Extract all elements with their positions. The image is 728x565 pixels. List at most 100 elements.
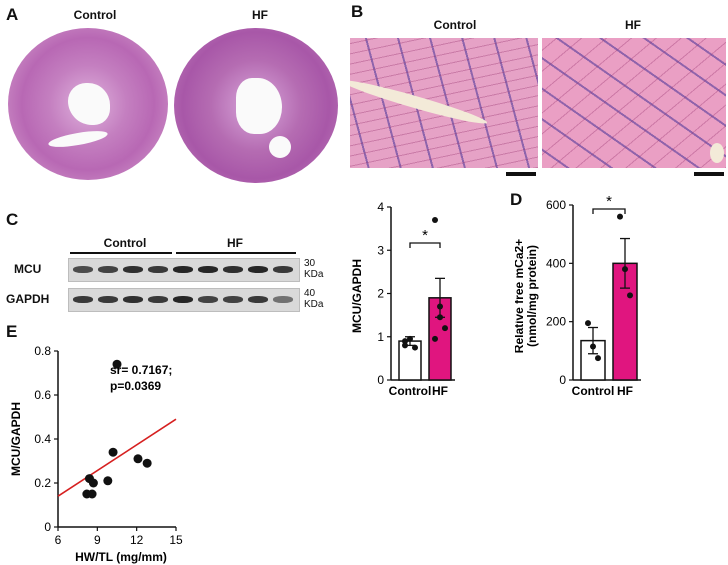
blot-band bbox=[98, 266, 118, 273]
y-tick-label: 2 bbox=[377, 287, 384, 301]
data-point bbox=[585, 320, 591, 327]
blot-band bbox=[173, 296, 193, 303]
blot-band bbox=[73, 266, 93, 273]
blot-bracket-control bbox=[70, 252, 172, 254]
data-point bbox=[407, 335, 413, 342]
blot-band bbox=[223, 266, 243, 273]
blot-band bbox=[248, 296, 268, 303]
data-point bbox=[622, 266, 628, 273]
kda-mcu-unit: KDa bbox=[304, 269, 324, 280]
blot-band bbox=[123, 296, 143, 303]
x-axis-title: HW/TL (mg/mm) bbox=[75, 550, 167, 564]
data-point bbox=[590, 343, 596, 350]
data-point bbox=[627, 292, 633, 299]
significance-star: * bbox=[422, 227, 428, 244]
blot-band bbox=[98, 296, 118, 303]
kda-gapdh-unit: KDa bbox=[304, 299, 324, 310]
blot-label-mcu: MCU bbox=[14, 262, 42, 276]
y-tick-label: 0 bbox=[44, 520, 51, 534]
significance-bracket bbox=[409, 242, 441, 248]
x-tick-label: Control bbox=[572, 384, 615, 398]
histology-control bbox=[350, 38, 538, 168]
blot-strip-gapdh bbox=[68, 288, 300, 312]
lumen-hf-tail bbox=[269, 136, 291, 158]
kda-mcu: 30 KDa bbox=[304, 258, 323, 280]
data-point bbox=[437, 303, 443, 310]
data-point bbox=[103, 476, 113, 486]
blot-band bbox=[273, 296, 293, 303]
significance-star: * bbox=[606, 195, 612, 210]
panel-letter-d: D bbox=[510, 190, 523, 209]
y-tick-label: 3 bbox=[377, 243, 384, 257]
panel-a-label-hf: HF bbox=[252, 8, 268, 22]
x-tick-label: HF bbox=[617, 384, 633, 398]
blot-group-control: Control bbox=[103, 236, 147, 250]
blot-band bbox=[198, 296, 218, 303]
y-tick-label: 600 bbox=[546, 198, 566, 212]
data-point bbox=[412, 344, 418, 351]
panel-b-label-hf: HF bbox=[625, 18, 641, 32]
panel-letter-e: E bbox=[6, 322, 18, 341]
lumen-control-tail bbox=[47, 127, 109, 151]
data-point bbox=[402, 342, 408, 349]
lumen-hf bbox=[236, 78, 282, 134]
histology-control-gap bbox=[350, 75, 489, 129]
x-tick-label: Control bbox=[389, 384, 432, 398]
blot-band bbox=[123, 266, 143, 273]
blot-band bbox=[173, 266, 193, 273]
data-point bbox=[133, 454, 143, 464]
panel-letter-a: A bbox=[6, 5, 19, 24]
kda-mcu-value: 30 bbox=[304, 258, 316, 269]
x-tick-label: 9 bbox=[94, 533, 101, 547]
x-tick-label: 15 bbox=[169, 533, 183, 547]
mcu-bar-chart: 0 1 2 3 4 Control HF * MCU/GAPDH bbox=[350, 200, 455, 398]
y-tick-label: 400 bbox=[546, 256, 566, 270]
y-tick-label: 4 bbox=[377, 200, 384, 214]
data-point bbox=[142, 458, 152, 468]
kda-gapdh-value: 40 bbox=[304, 288, 316, 299]
x-tick-label: 6 bbox=[55, 533, 62, 547]
data-point bbox=[442, 325, 448, 332]
y-tick-label: 0 bbox=[559, 373, 566, 387]
correlation-annotation: sr= 0.7167; bbox=[110, 363, 172, 377]
data-point bbox=[437, 314, 443, 321]
blot-label-gapdh: GAPDH bbox=[6, 292, 50, 306]
y-tick-label: 0.2 bbox=[34, 476, 51, 490]
data-point bbox=[112, 359, 122, 369]
histology-hf-gap bbox=[710, 143, 724, 163]
data-point bbox=[595, 355, 601, 362]
data-point bbox=[432, 335, 438, 342]
blot-band bbox=[223, 296, 243, 303]
data-point bbox=[87, 489, 97, 499]
panel-a-label-control: Control bbox=[73, 8, 117, 22]
significance-bracket bbox=[592, 208, 626, 214]
y-tick-label: 0.8 bbox=[34, 344, 51, 358]
heart-section-control bbox=[8, 28, 168, 180]
regression-line bbox=[57, 418, 177, 497]
blot-band bbox=[198, 266, 218, 273]
correlation-scatter: 0 0.2 0.4 0.6 0.8 6 9 12 15 sr= 0.7167; p=0.0369 HW… bbox=[9, 344, 183, 564]
blot-band bbox=[148, 296, 168, 303]
y-axis-title: MCU/GAPDH bbox=[350, 259, 364, 333]
data-point bbox=[88, 478, 98, 488]
blot-bracket-hf bbox=[176, 252, 296, 254]
blot-band bbox=[248, 266, 268, 273]
y-axis-title-units: (nmol/mg protein) bbox=[525, 245, 539, 347]
blot-band bbox=[148, 266, 168, 273]
scale-bar-control bbox=[506, 172, 536, 176]
heart-section-hf bbox=[174, 28, 338, 183]
y-axis-title: MCU/GAPDH bbox=[9, 402, 23, 476]
y-tick-label: 200 bbox=[546, 315, 566, 329]
y-tick-label: 1 bbox=[377, 330, 384, 344]
blot-band bbox=[73, 296, 93, 303]
blot-band bbox=[273, 266, 293, 273]
data-point bbox=[432, 216, 438, 223]
data-point bbox=[617, 213, 623, 220]
data-point bbox=[108, 447, 118, 457]
y-tick-label: 0.4 bbox=[34, 432, 51, 446]
scale-bar-hf bbox=[694, 172, 724, 176]
lumen-control bbox=[68, 83, 110, 125]
mca-bar-chart: 0 200 400 600 Control HF * Relative free mCa2+(… bbox=[515, 195, 641, 398]
panel-b-label-control: Control bbox=[433, 18, 477, 32]
p-value-annotation: p=0.0369 bbox=[110, 379, 161, 393]
